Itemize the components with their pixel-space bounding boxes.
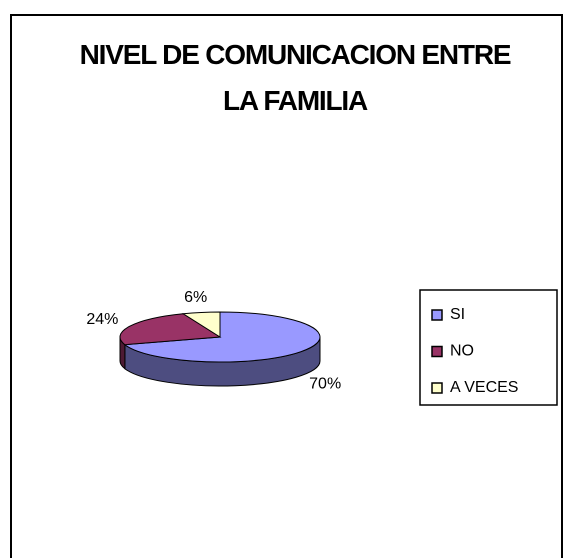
- pie-slice: [123, 311, 321, 363]
- data-label: 70%: [309, 376, 341, 393]
- chart-title: NIVEL DE COMUNICACION ENTRE LA FAMILIA: [79, 39, 512, 116]
- legend-swatch: [431, 345, 443, 358]
- legend-box: [419, 289, 558, 406]
- pie-slice: [181, 311, 221, 338]
- legend-swatch: [431, 309, 443, 321]
- legend-label: NO: [450, 343, 474, 360]
- legend-label: A VECES: [450, 379, 518, 396]
- legend-label: SI: [450, 306, 465, 323]
- chart-frame: [10, 14, 563, 558]
- data-label: 24%: [86, 311, 118, 328]
- legend-swatch: [431, 382, 443, 394]
- data-label: 6%: [184, 289, 207, 306]
